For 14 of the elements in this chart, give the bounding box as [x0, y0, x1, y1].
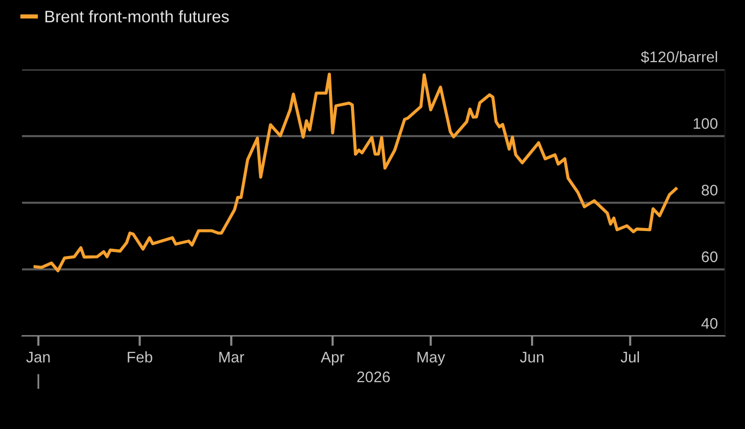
x-tick-label: Apr [320, 352, 344, 366]
x-tick-label: Jul [620, 351, 639, 362]
y-tick-label: 40 [701, 318, 718, 329]
x-tick-label: Jun [520, 352, 544, 362]
legend-label: Brent front-month futures [45, 10, 229, 22]
x-tick-label: May [418, 352, 446, 366]
y-tick-label: $120/barrel [640, 50, 718, 64]
y-tick-label: 80 [702, 184, 718, 196]
x-tick-label: Jan [26, 352, 50, 362]
x-tick-label: Mar [219, 352, 244, 362]
y-tick-label: 60 [702, 251, 718, 262]
x-tick-label: Feb [128, 351, 152, 362]
y-tick-label: 100 [694, 118, 718, 129]
x-axis-title: 2026 [357, 371, 390, 382]
